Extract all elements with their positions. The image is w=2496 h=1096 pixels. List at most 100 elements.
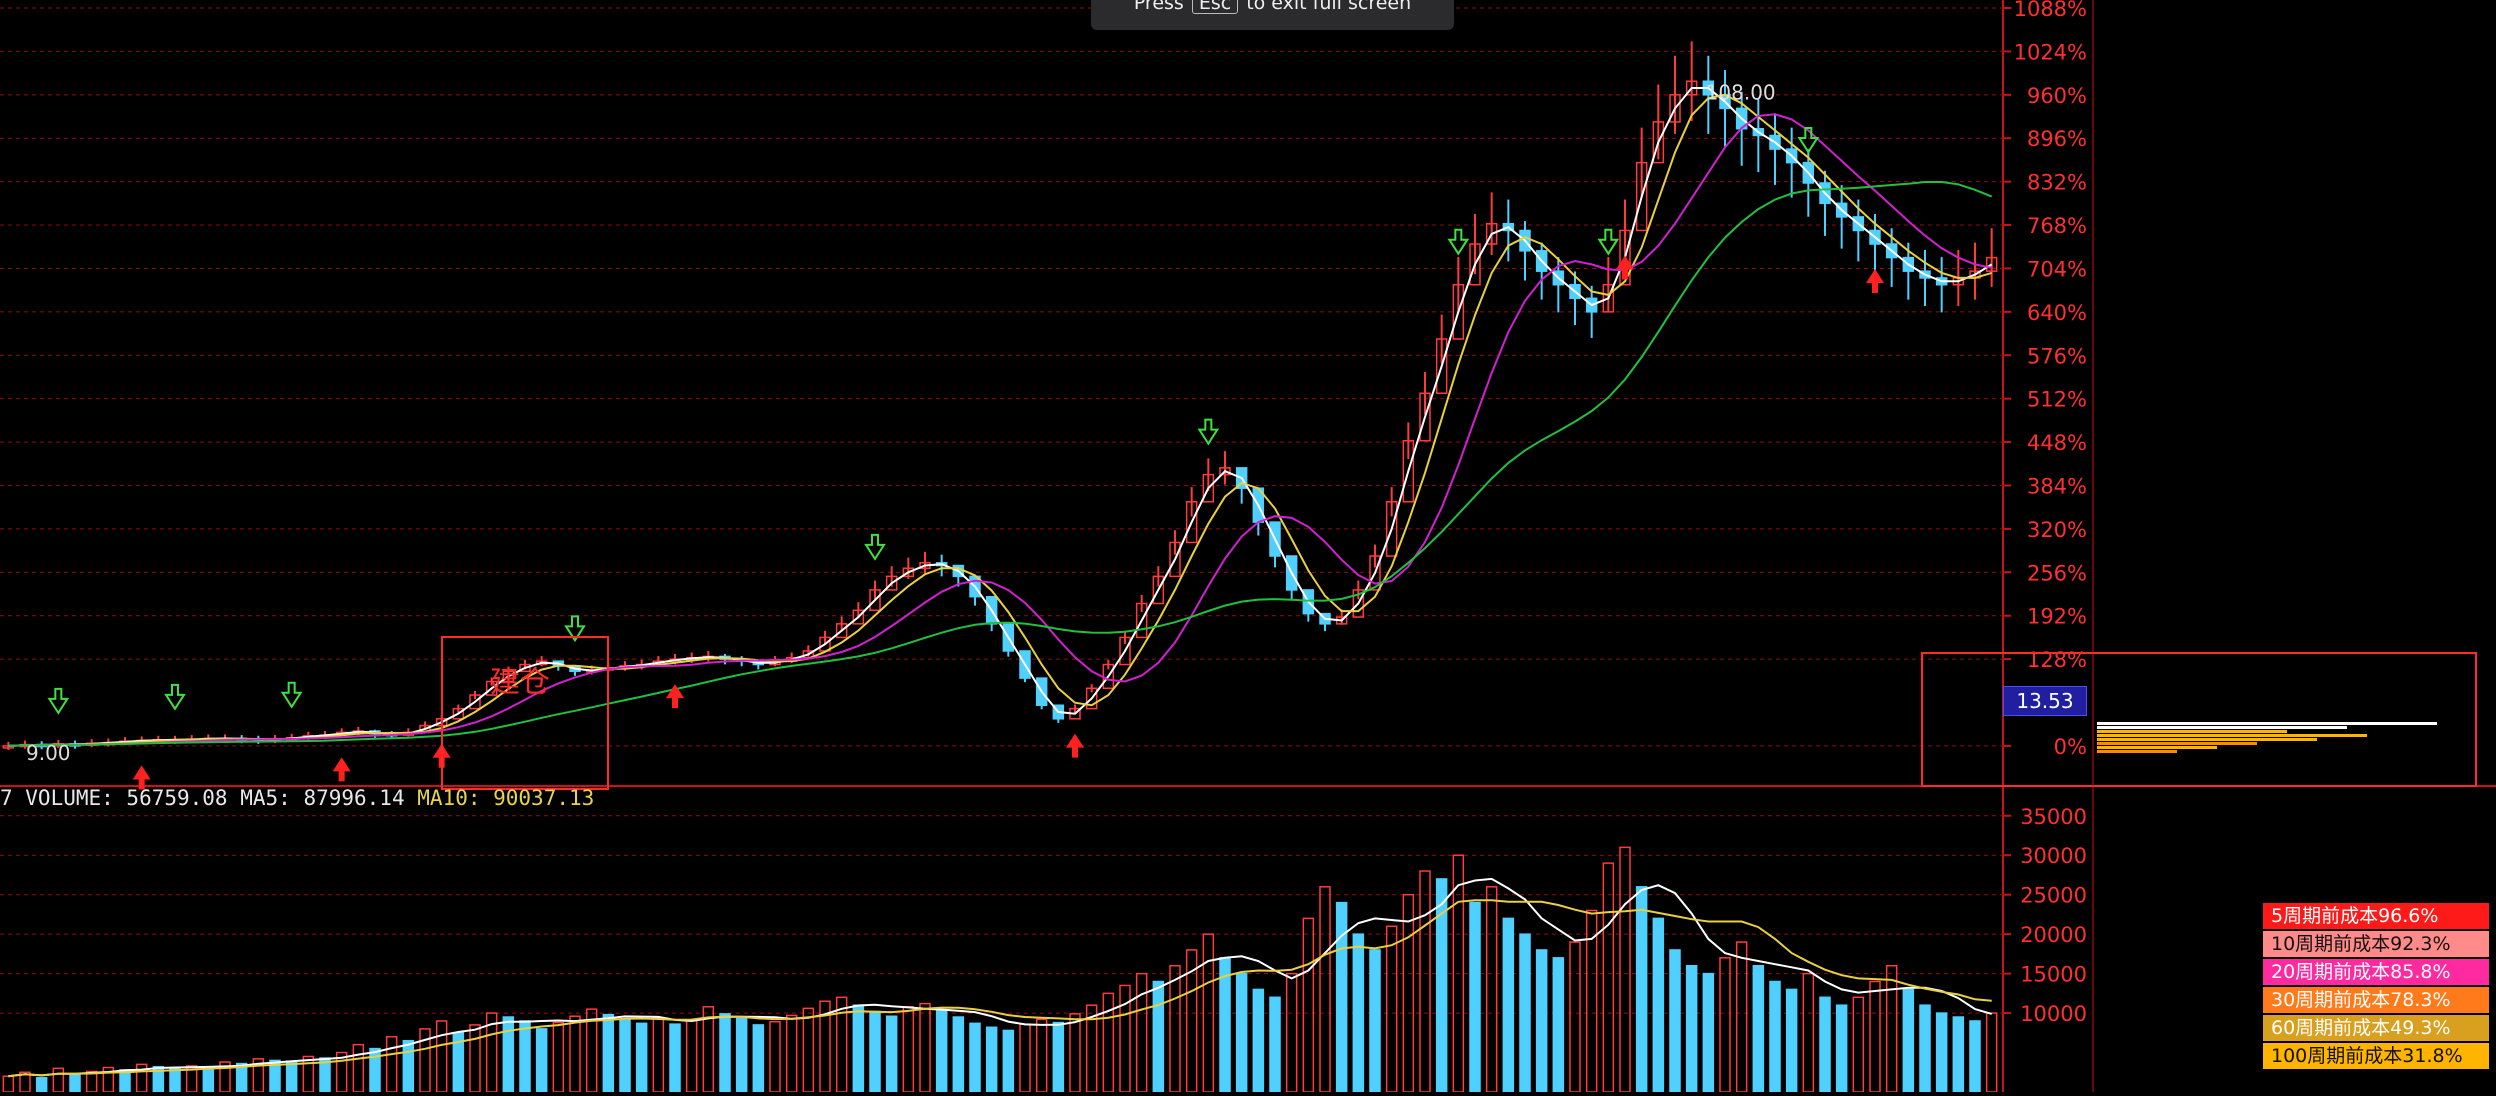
volume-tick-label: 20000 xyxy=(2020,923,2087,947)
volume-bar xyxy=(719,1013,731,1093)
volume-bar xyxy=(1402,893,1415,1093)
volume-bar xyxy=(1152,980,1165,1093)
volume-bar xyxy=(1035,1018,1048,1093)
volume-bar xyxy=(1969,1020,1981,1093)
volume-bar xyxy=(35,1077,48,1093)
volume-bar xyxy=(1902,988,1915,1093)
current-price-tag: 13.53 xyxy=(2003,686,2087,716)
volume-bar xyxy=(685,1019,698,1093)
volume-bar xyxy=(1052,1021,1065,1093)
volume-bar xyxy=(1685,964,1698,1093)
volume-bar xyxy=(885,1015,898,1093)
volume-bar xyxy=(1669,949,1681,1093)
chip-bar xyxy=(2097,722,2437,725)
volume-ma10-line xyxy=(8,899,1992,1078)
chip-bar xyxy=(2097,738,2317,741)
volume-bar xyxy=(1535,949,1548,1093)
chip-bar xyxy=(2097,730,2287,733)
volume-bar xyxy=(552,1021,565,1093)
price-tick-label: 640% xyxy=(2027,301,2087,325)
volume-bar xyxy=(1785,988,1798,1093)
price-candle-body xyxy=(1219,467,1231,476)
volume-bar xyxy=(869,1010,881,1093)
volume-bar xyxy=(669,1023,681,1093)
volume-bar xyxy=(769,1021,781,1093)
price-candle-body xyxy=(1402,439,1415,503)
volume-bar xyxy=(1269,996,1281,1093)
volume-bar xyxy=(635,1022,648,1093)
price-ma-magenta xyxy=(8,113,1992,747)
price-candle-body xyxy=(1669,94,1681,123)
annotation-label: 建仓 xyxy=(490,665,550,700)
price-candle-body xyxy=(1152,575,1165,605)
price-candle-body xyxy=(1619,229,1631,286)
volume-bar xyxy=(1985,1012,1998,1093)
chip-distribution-box xyxy=(1921,652,2477,787)
price-candle-body xyxy=(485,680,498,696)
volume-bar xyxy=(1135,972,1148,1093)
volume-bar xyxy=(1552,957,1565,1093)
price-ma-yellow xyxy=(8,93,1992,747)
volume-bar xyxy=(1952,1016,1965,1093)
volume-bar xyxy=(985,1026,998,1093)
price-candle-body xyxy=(1352,589,1365,618)
volume-bar xyxy=(785,1014,798,1093)
volume-bar xyxy=(2,1075,15,1093)
sell-arrow xyxy=(47,687,70,715)
volume-bar xyxy=(1735,941,1748,1093)
volume-bar xyxy=(735,1017,748,1093)
volume-bar xyxy=(952,1016,965,1093)
price-candle-body xyxy=(1135,602,1148,639)
volume-bar xyxy=(1319,886,1331,1093)
price-tick-label: 704% xyxy=(2027,257,2087,281)
volume-bar xyxy=(1419,870,1431,1093)
price-tick-label: 0% xyxy=(2054,735,2087,759)
sell-arrow xyxy=(864,533,886,561)
cost-legend-row: 30周期前成本78.3% xyxy=(2263,987,2489,1013)
volume-tick-label: 25000 xyxy=(2020,884,2087,908)
price-candle-body xyxy=(452,707,465,720)
sell-arrow xyxy=(1447,228,1470,256)
buy-arrow xyxy=(666,684,684,709)
price-candle-body xyxy=(869,589,881,612)
cost-legend-row: 60周期前成本49.3% xyxy=(2263,1015,2489,1041)
price-candle-body xyxy=(1485,222,1498,245)
volume-bar xyxy=(1469,901,1481,1093)
price-tick-label: 448% xyxy=(2027,431,2087,455)
volume-bar xyxy=(619,1018,631,1093)
price-candle-body xyxy=(1185,501,1198,544)
volume-bar xyxy=(1102,992,1115,1093)
volume-bar xyxy=(1019,1023,1031,1093)
price-candle-body xyxy=(835,623,848,639)
sell-arrow xyxy=(1797,126,1820,154)
volume-bar xyxy=(435,1020,448,1093)
toast-rest: to exit full screen xyxy=(1246,0,1412,14)
price-tick-label: 768% xyxy=(2027,214,2087,238)
price-tick-label: 576% xyxy=(2027,344,2087,368)
volume-bar xyxy=(1819,996,1831,1093)
volume-bar xyxy=(1169,964,1181,1093)
price-candle-body xyxy=(1385,501,1398,557)
cost-legend-row: 10周期前成本92.3% xyxy=(2263,931,2489,957)
chip-bar xyxy=(2097,726,2347,729)
volume-bar xyxy=(1235,972,1248,1093)
price-tick-label: 1024% xyxy=(2014,40,2087,64)
volume-bar xyxy=(1385,925,1398,1093)
volume-header: 7 VOLUME: 56759.08 MA5: 87996.14 MA10: 9… xyxy=(0,786,594,810)
volume-bar xyxy=(519,1020,531,1093)
chip-bar xyxy=(2097,734,2367,737)
volume-bar xyxy=(1002,1029,1015,1093)
price-candle-body xyxy=(1635,161,1648,232)
volume-bar xyxy=(1869,980,1881,1093)
volume-bar xyxy=(1919,1004,1931,1093)
volume-bar xyxy=(752,1024,765,1093)
volume-bar xyxy=(1635,886,1648,1093)
price-candle-body xyxy=(1652,121,1665,164)
sell-arrow xyxy=(564,615,586,643)
high-label: 108.00 xyxy=(1706,80,1776,104)
volume-bar xyxy=(502,1016,515,1093)
volume-tick-label: 15000 xyxy=(2020,963,2087,987)
buy-arrow xyxy=(132,765,151,790)
volume-bar xyxy=(602,1013,615,1093)
volume-ma10: MA10: 90037.13 xyxy=(417,786,595,810)
